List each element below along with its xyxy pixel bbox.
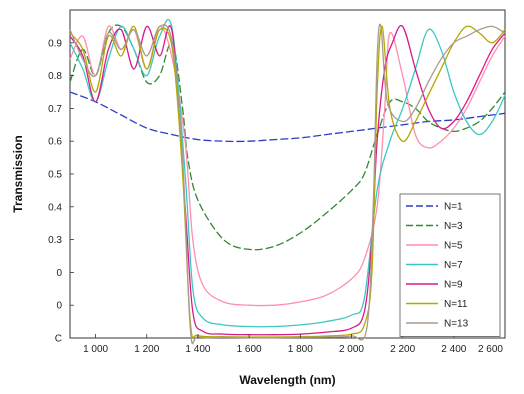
x-axis-ticks: 1 000 1 200 1 400 1 600 1 800 2 000 2 200 2 400… <box>83 334 506 355</box>
y-tick-label: 0 <box>56 301 62 312</box>
series-line-n-1 <box>69 91 506 143</box>
y-tick-label: 0 <box>56 268 62 279</box>
legend-label: N=13 <box>444 319 469 330</box>
series-line-n-13 <box>69 23 506 345</box>
y-axis-ticks: C 0 0 0.3 0.4 0.5 0.6 0.7 0.8 0.9 <box>48 38 74 345</box>
legend-label: N=1 <box>444 202 463 213</box>
legend-label: N=7 <box>444 260 463 271</box>
legend-label: N=9 <box>444 280 463 291</box>
y-tick-label: 0.5 <box>48 170 62 181</box>
series-line-n-9 <box>69 24 506 336</box>
y-tick-label: 0.7 <box>48 104 62 115</box>
y-tick-label: 0.8 <box>48 71 62 82</box>
y-tick-label: 0.9 <box>48 38 62 49</box>
series-layer <box>69 18 506 345</box>
x-tick-label: 1 400 <box>185 344 210 355</box>
x-tick-label: 1 800 <box>288 344 313 355</box>
legend-label: N=11 <box>444 299 468 310</box>
y-tick-label: 0.4 <box>48 202 62 213</box>
x-tick-label: 1 200 <box>134 344 159 355</box>
legend-label: N=5 <box>444 241 463 252</box>
x-axis-title: Wavelength (nm) <box>239 373 335 387</box>
y-tick-label: 0.3 <box>48 235 62 246</box>
legend: N=1 N=3 N=5 N=7 N=9 N=11 N=13 <box>399 193 501 337</box>
series-line-n-11 <box>69 25 506 339</box>
x-tick-label: 2 600 <box>478 344 503 355</box>
y-axis-title: Transmission <box>11 135 25 212</box>
x-tick-label: 2 200 <box>390 344 415 355</box>
x-tick-label: 2 000 <box>339 344 364 355</box>
legend-label: N=3 <box>444 221 463 232</box>
y-tick-label: 0.6 <box>48 137 62 148</box>
x-tick-label: 1 600 <box>237 344 262 355</box>
series-line-n-7 <box>69 18 506 328</box>
x-tick-label: 2 400 <box>441 344 466 355</box>
x-tick-label: 1 000 <box>83 344 108 355</box>
y-tick-label: C <box>55 334 62 345</box>
